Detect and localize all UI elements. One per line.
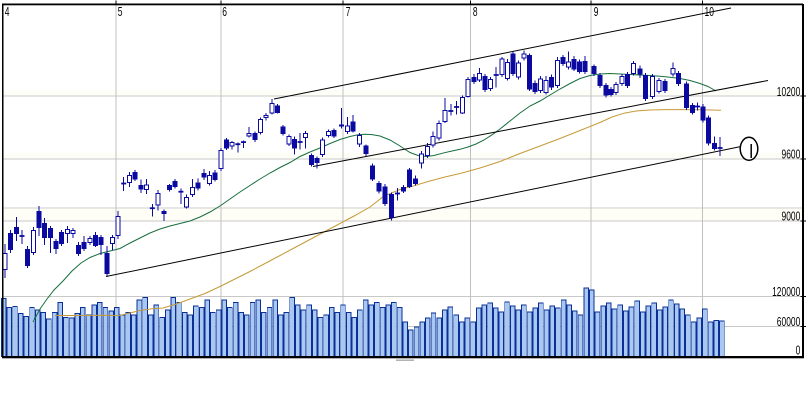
svg-text:60000: 60000 [777, 314, 801, 329]
svg-text:10: 10 [705, 4, 714, 19]
svg-text:9000: 9000 [782, 209, 801, 224]
svg-text:5: 5 [118, 4, 123, 19]
svg-text:9: 9 [594, 4, 599, 19]
svg-text:9600: 9600 [782, 146, 801, 161]
svg-text:8: 8 [473, 4, 478, 19]
svg-text:7: 7 [346, 4, 351, 19]
svg-text:120000: 120000 [772, 284, 800, 299]
svg-text:4: 4 [5, 4, 10, 19]
svg-text:0: 0 [796, 343, 801, 358]
svg-text:10200: 10200 [777, 84, 801, 99]
svg-text:6: 6 [222, 4, 227, 19]
